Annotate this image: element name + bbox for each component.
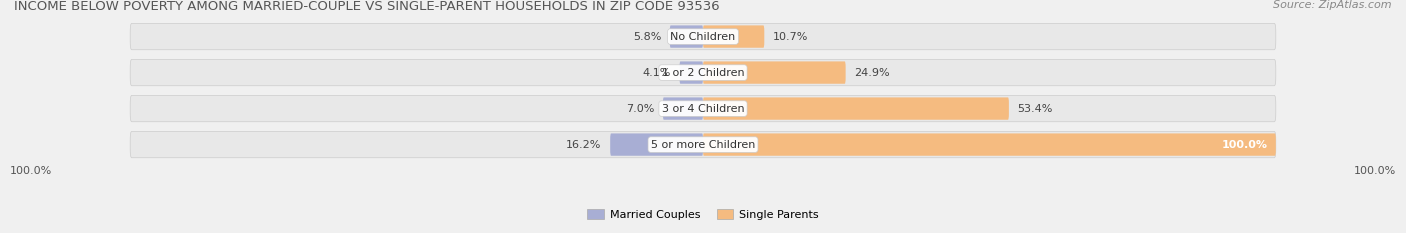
FancyBboxPatch shape xyxy=(131,96,1275,122)
FancyBboxPatch shape xyxy=(662,97,703,120)
Text: 5.8%: 5.8% xyxy=(633,32,661,41)
Text: 53.4%: 53.4% xyxy=(1018,104,1053,113)
Legend: Married Couples, Single Parents: Married Couples, Single Parents xyxy=(583,205,823,225)
Text: 1 or 2 Children: 1 or 2 Children xyxy=(662,68,744,78)
FancyBboxPatch shape xyxy=(131,59,1275,86)
Text: 7.0%: 7.0% xyxy=(626,104,654,113)
Text: 4.1%: 4.1% xyxy=(643,68,671,78)
Text: 100.0%: 100.0% xyxy=(1222,140,1267,150)
Text: 100.0%: 100.0% xyxy=(1354,165,1396,175)
Text: 16.2%: 16.2% xyxy=(567,140,602,150)
Text: 3 or 4 Children: 3 or 4 Children xyxy=(662,104,744,113)
FancyBboxPatch shape xyxy=(703,62,845,84)
Text: No Children: No Children xyxy=(671,32,735,41)
Text: 5 or more Children: 5 or more Children xyxy=(651,140,755,150)
Text: 24.9%: 24.9% xyxy=(855,68,890,78)
Text: 100.0%: 100.0% xyxy=(10,165,52,175)
FancyBboxPatch shape xyxy=(610,134,703,156)
FancyBboxPatch shape xyxy=(669,25,703,48)
FancyBboxPatch shape xyxy=(131,23,1275,50)
Text: Source: ZipAtlas.com: Source: ZipAtlas.com xyxy=(1274,0,1392,10)
FancyBboxPatch shape xyxy=(703,25,765,48)
FancyBboxPatch shape xyxy=(703,134,1275,156)
FancyBboxPatch shape xyxy=(679,62,703,84)
Text: 10.7%: 10.7% xyxy=(773,32,808,41)
FancyBboxPatch shape xyxy=(703,97,1010,120)
FancyBboxPatch shape xyxy=(131,131,1275,158)
Text: INCOME BELOW POVERTY AMONG MARRIED-COUPLE VS SINGLE-PARENT HOUSEHOLDS IN ZIP COD: INCOME BELOW POVERTY AMONG MARRIED-COUPL… xyxy=(14,0,720,13)
